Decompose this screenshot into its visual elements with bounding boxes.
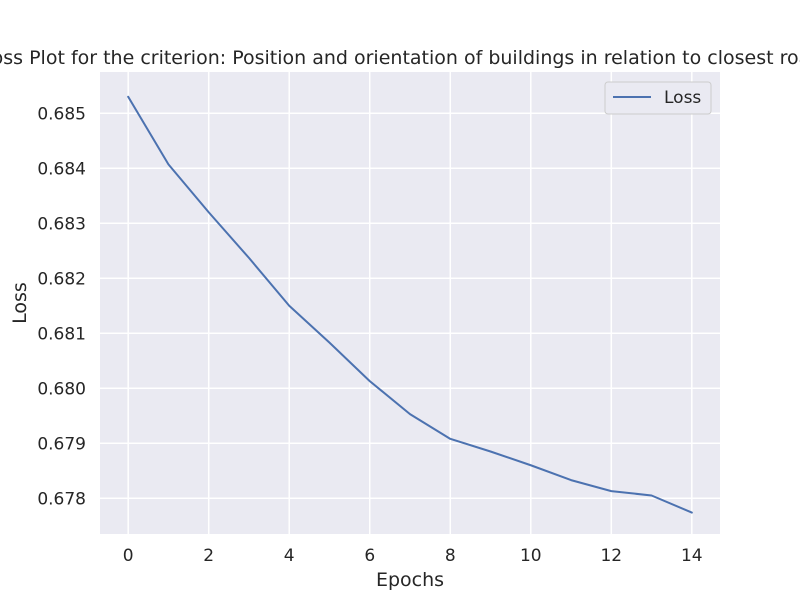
- y-tick-label: 0.684: [37, 159, 86, 179]
- y-tick-label: 0.680: [37, 379, 86, 399]
- x-tick-label: 4: [284, 546, 295, 566]
- x-tick-label: 12: [600, 546, 622, 566]
- legend-box: [604, 81, 712, 115]
- x-tick-label: 10: [520, 546, 542, 566]
- x-tick-label: 0: [123, 546, 134, 566]
- y-tick-label: 0.683: [37, 214, 86, 234]
- x-axis-label: Epochs: [376, 569, 444, 591]
- x-gridlines: [127, 72, 693, 534]
- x-tick-label: 8: [445, 546, 456, 566]
- chart-title: Loss Plot for the criterion: Position an…: [0, 47, 800, 69]
- plot-area: [100, 72, 720, 534]
- legend-label: Loss: [664, 88, 701, 108]
- y-tick-label: 0.682: [37, 269, 86, 289]
- series-layer: [127, 95, 693, 514]
- x-tick-label: 2: [203, 546, 214, 566]
- y-tick-label: 0.679: [37, 434, 86, 454]
- y-tick-label: 0.681: [37, 324, 86, 344]
- y-tick-label: 0.678: [37, 489, 86, 509]
- series-line-loss: [127, 95, 693, 514]
- legend: Loss: [604, 81, 712, 115]
- y-gridlines: [100, 112, 720, 499]
- y-tick-label: 0.685: [37, 104, 86, 124]
- y-tick-labels: 0.678 0.679 0.680 0.681 0.682 0.683 0.684 0.685: [37, 104, 86, 509]
- x-tick-label: 14: [681, 546, 703, 566]
- y-axis-label: Loss: [9, 282, 31, 324]
- x-tick-labels: 0 2 4 6 8 10 12 14: [123, 546, 703, 566]
- x-tick-label: 6: [364, 546, 375, 566]
